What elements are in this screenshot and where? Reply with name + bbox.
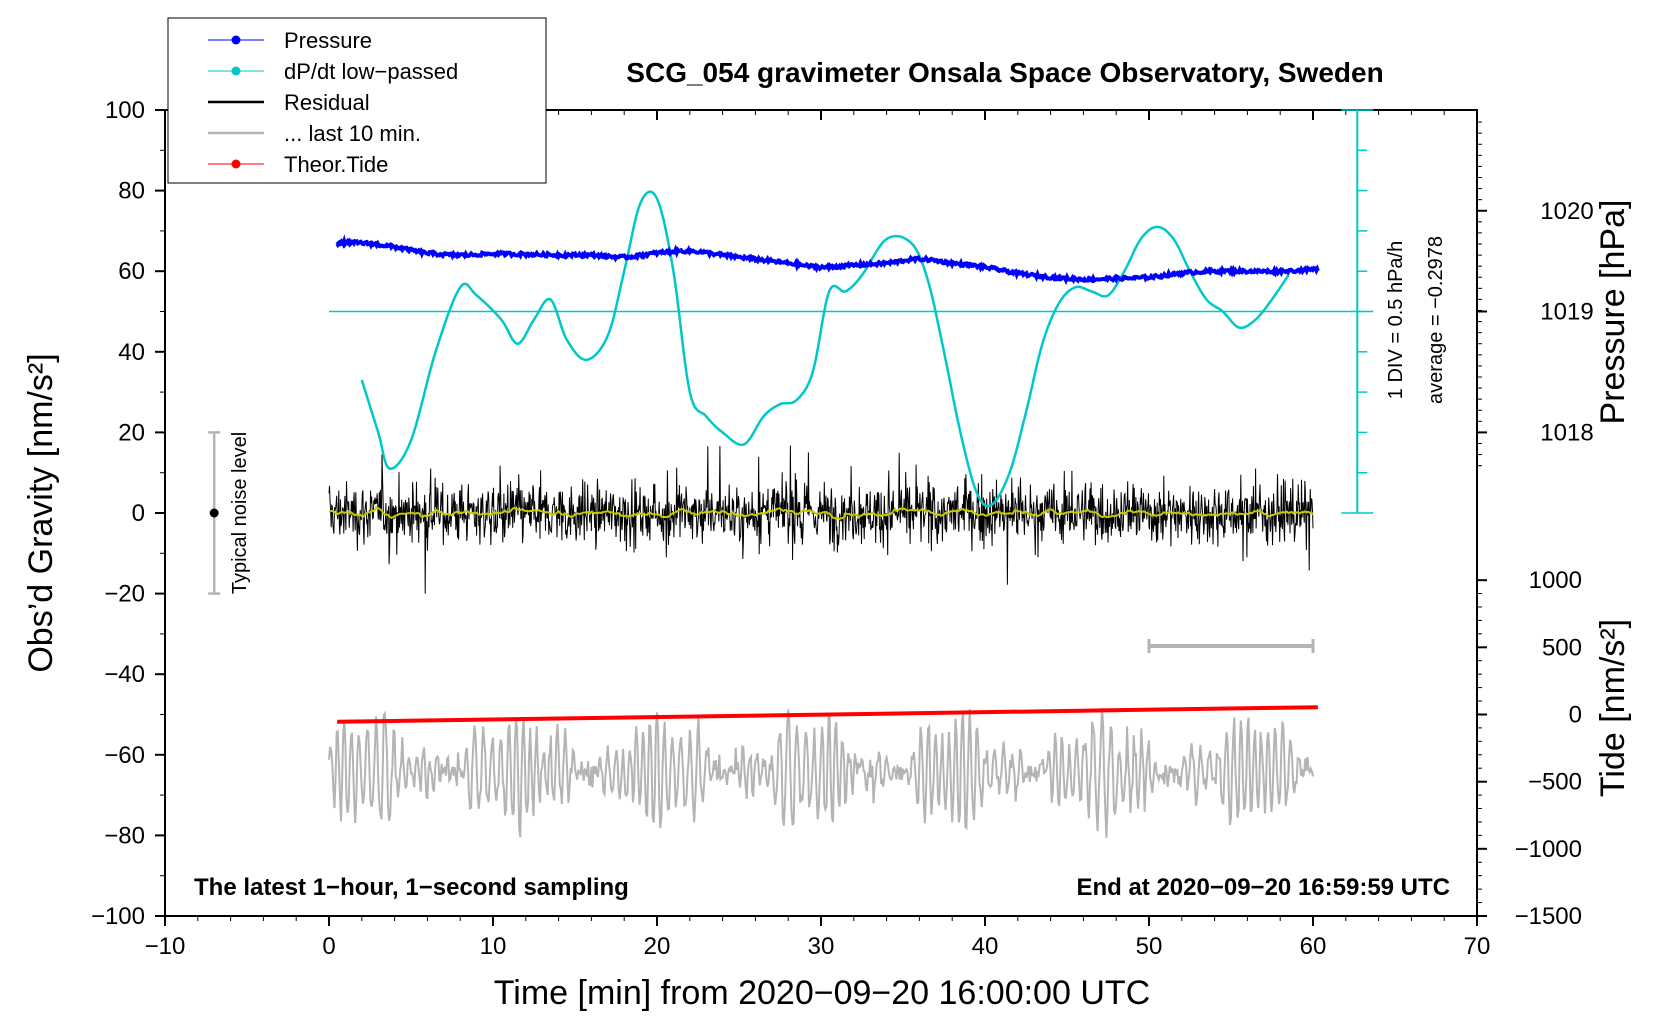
pressure-tick-label: 1020 xyxy=(1540,198,1593,225)
tide-tick-label: 0 xyxy=(1569,702,1582,729)
y-tick-label: 40 xyxy=(118,339,145,366)
noise-level-bar xyxy=(208,431,221,595)
legend-swatch-dot xyxy=(231,66,241,76)
div-label: 1 DIV = 0.5 hPa/h xyxy=(1385,241,1407,399)
chart-title: SCG_054 gravimeter Onsala Space Observat… xyxy=(626,57,1383,88)
bottom-left-note: The latest 1−hour, 1−second sampling xyxy=(194,874,629,901)
residual-smoothed-series xyxy=(328,505,1314,521)
y-tick-label: −100 xyxy=(91,903,145,930)
y-tick-label: 100 xyxy=(105,97,145,124)
pressure-axis-title: Pressure [hPa] xyxy=(1594,200,1632,425)
ten-minute-bar xyxy=(1147,639,1315,653)
y-tick-label: 0 xyxy=(132,500,145,527)
legend-label: Pressure xyxy=(284,28,372,53)
average-label: average = −0.2978 xyxy=(1425,236,1447,404)
x-tick-label: 0 xyxy=(322,933,335,960)
y-axis-left-title: Obs’d Gravity [nm/s²] xyxy=(22,353,60,672)
legend-box xyxy=(167,17,547,184)
last-10-min-series xyxy=(328,707,1314,838)
legend-label: Theor.Tide xyxy=(284,152,388,177)
x-tick-label: 50 xyxy=(1136,933,1163,960)
x-axis-ticks: −10 0 10 20 30 40 50 60 70 xyxy=(145,110,1491,960)
legend-swatch-dot xyxy=(231,35,241,45)
x-tick-label: 30 xyxy=(808,933,835,960)
x-tick-label: 70 xyxy=(1464,933,1491,960)
pressure-series xyxy=(335,234,1320,286)
legend-swatch-dot xyxy=(231,159,241,169)
y-tick-label: −40 xyxy=(104,661,145,688)
y-tick-label: −20 xyxy=(104,581,145,608)
x-tick-label: 60 xyxy=(1300,933,1327,960)
bottom-right-note: End at 2020−09−20 16:59:59 UTC xyxy=(1076,874,1450,901)
tide-tick-label: −500 xyxy=(1528,769,1582,796)
tide-axis-ticks: −1500 −1000 −500 0 500 1000 xyxy=(1477,567,1582,930)
y-tick-label: 80 xyxy=(118,178,145,205)
tide-tick-label: 1000 xyxy=(1529,567,1582,594)
dpdt-scale-bar xyxy=(1341,109,1374,514)
tide-tick-label: −1000 xyxy=(1515,836,1582,863)
tide-tick-label: −1500 xyxy=(1515,903,1582,930)
y-tick-label: −60 xyxy=(104,742,145,769)
x-tick-label: 20 xyxy=(644,933,671,960)
pressure-tick-label: 1018 xyxy=(1540,419,1593,446)
noise-bar-dot xyxy=(209,508,219,518)
x-tick-label: 10 xyxy=(480,933,507,960)
y-tick-label: 20 xyxy=(118,419,145,446)
tide-tick-label: 500 xyxy=(1542,634,1582,661)
y-tick-label: 60 xyxy=(118,258,145,285)
tide-axis-title: Tide [nm/s²] xyxy=(1594,619,1632,797)
x-tick-label: 40 xyxy=(972,933,999,960)
y-axis-left-ticks: −100 −80 −60 −40 −20 0 20 40 60 80 100 xyxy=(91,97,165,930)
x-tick-label: −10 xyxy=(145,933,186,960)
dpdt-series xyxy=(360,190,1290,508)
legend-label: Residual xyxy=(284,90,370,115)
noise-level-label: Typical noise level xyxy=(229,432,251,594)
pressure-tick-label: 1019 xyxy=(1540,299,1593,326)
legend-label: ... last 10 min. xyxy=(284,121,421,146)
y-tick-label: −80 xyxy=(104,822,145,849)
theor-tide-series xyxy=(337,705,1318,724)
pressure-axis-ticks: 1018 1019 1020 xyxy=(1477,121,1594,467)
residual-series xyxy=(328,445,1314,594)
x-axis-title: Time [min] from 2020−09−20 16:00:00 UTC xyxy=(494,974,1150,1012)
legend: Pressure dP/dt low−passed Residual ... last… xyxy=(208,28,458,177)
legend-label: dP/dt low−passed xyxy=(284,59,458,84)
